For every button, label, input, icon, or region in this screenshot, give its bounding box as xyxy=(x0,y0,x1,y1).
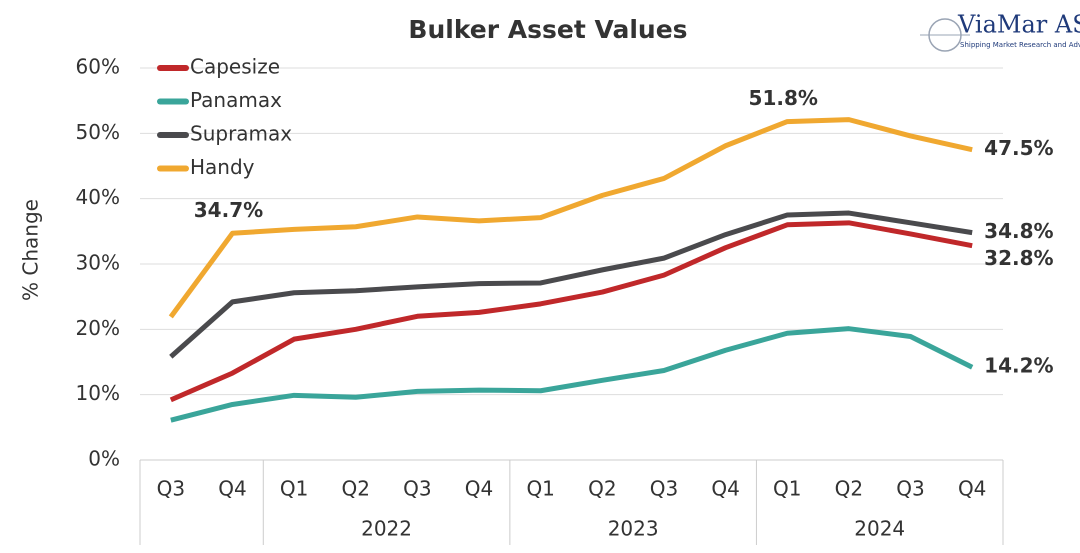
x-tick-label: Q4 xyxy=(465,477,493,501)
series-line xyxy=(169,220,973,403)
x-tick-label: Q4 xyxy=(958,477,986,501)
series-line xyxy=(168,117,973,319)
y-axis-title: % Change xyxy=(19,199,43,301)
data-label: 47.5% xyxy=(984,136,1053,160)
data-label: 34.8% xyxy=(984,219,1053,243)
data-label: 51.8% xyxy=(749,86,818,110)
x-tick-label: Q3 xyxy=(896,477,924,501)
y-tick-label: 40% xyxy=(76,185,120,209)
data-label: 34.7% xyxy=(194,198,263,222)
x-group-label: 2023 xyxy=(608,517,659,541)
legend-label: Handy xyxy=(190,155,255,179)
chart-title: Bulker Asset Values xyxy=(408,15,687,44)
series-line xyxy=(170,326,974,423)
data-label: 32.8% xyxy=(984,246,1053,270)
y-tick-label: 50% xyxy=(76,120,120,144)
x-tick-label: Q4 xyxy=(711,477,739,501)
logo-name: ViaMar AS xyxy=(957,11,1080,39)
x-tick-label: Q1 xyxy=(526,477,554,501)
x-tick-label: Q1 xyxy=(280,477,308,501)
y-tick-label: 20% xyxy=(76,316,120,340)
data-label: 14.2% xyxy=(984,354,1053,378)
x-tick-label: Q2 xyxy=(342,477,370,501)
x-group-label: 2022 xyxy=(361,517,412,541)
legend-label: Capesize xyxy=(190,55,280,79)
x-tick-label: Q2 xyxy=(835,477,863,501)
y-tick-label: 30% xyxy=(76,251,120,275)
logo-tagline: Shipping Market Research and Advice xyxy=(960,41,1080,49)
legend-label: Panamax xyxy=(190,88,282,112)
x-tick-label: Q4 xyxy=(218,477,246,501)
x-tick-label: Q2 xyxy=(588,477,616,501)
series-line xyxy=(169,210,973,359)
y-tick-label: 0% xyxy=(88,447,120,471)
x-tick-label: Q3 xyxy=(157,477,185,501)
y-tick-label: 10% xyxy=(76,381,120,405)
x-group-label: 2024 xyxy=(854,517,905,541)
x-tick-label: Q3 xyxy=(403,477,431,501)
x-tick-label: Q1 xyxy=(773,477,801,501)
y-tick-label: 60% xyxy=(76,55,120,79)
x-tick-label: Q3 xyxy=(650,477,678,501)
legend-label: Supramax xyxy=(190,122,292,146)
logo: ViaMar AS Shipping Market Research and A… xyxy=(920,11,1080,52)
